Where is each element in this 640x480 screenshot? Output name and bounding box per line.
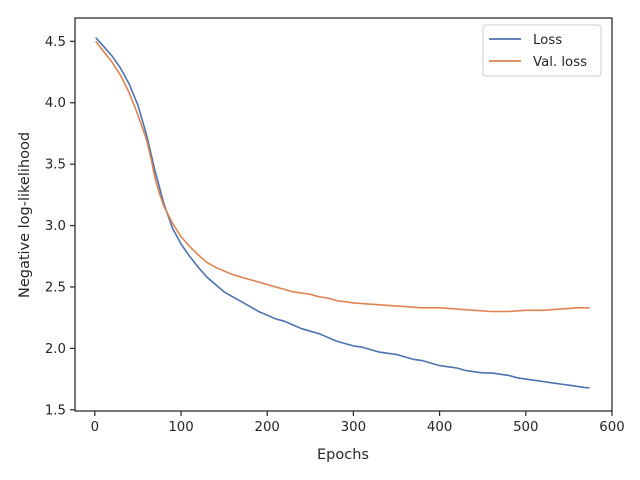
axis-ticks: 0 100 200 300 400 500 600 1.5 2.0 2.5 3.0 3.5 4.0 4.5 <box>45 35 625 435</box>
x-tick-label: 400 <box>427 420 452 435</box>
y-tick-label: 3.0 <box>45 219 66 234</box>
plot-area-frame <box>74 17 613 412</box>
series-lines <box>95 37 590 389</box>
y-tick-label: 2.5 <box>45 280 66 295</box>
y-tick-label: 2.0 <box>45 342 66 357</box>
y-tick-label: 1.5 <box>45 403 66 418</box>
y-axis-label: Negative log-likelihood <box>17 132 33 298</box>
legend-frame <box>482 24 602 77</box>
x-tick-label: 600 <box>599 420 624 435</box>
series-line-val-loss <box>95 40 590 313</box>
x-tick-label: 200 <box>255 420 280 435</box>
y-tick-label: 3.5 <box>45 158 66 173</box>
x-tick-label: 0 <box>91 420 99 435</box>
x-tick-label: 500 <box>513 420 538 435</box>
legend-label-val-loss: Val. loss <box>533 55 587 70</box>
x-axis-label: Epochs <box>317 447 369 463</box>
x-tick-label: 300 <box>341 420 366 435</box>
y-tick-label: 4.0 <box>45 96 66 111</box>
series-line-loss <box>95 37 590 389</box>
x-tick-label: 100 <box>168 420 193 435</box>
y-tick-label: 4.5 <box>45 35 66 50</box>
legend-label-loss: Loss <box>533 33 562 48</box>
legend: Loss Val. loss <box>482 24 602 77</box>
